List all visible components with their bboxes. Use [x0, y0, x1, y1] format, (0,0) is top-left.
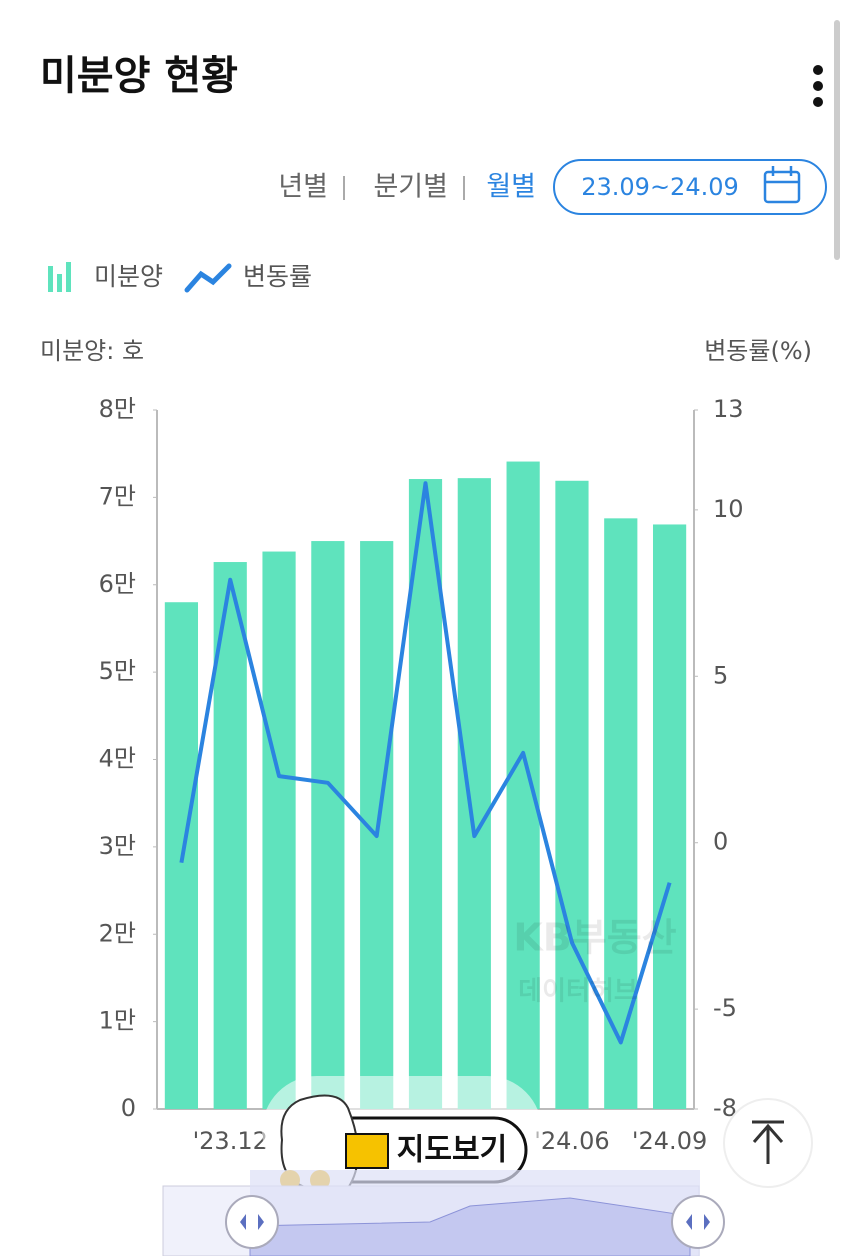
- y-tick-label: 4만: [99, 745, 136, 773]
- x-tick-label: '24.06: [534, 1127, 609, 1155]
- scroll-top-button[interactable]: [723, 1098, 813, 1188]
- legend-label: 변동률: [243, 262, 312, 291]
- legend-swatch: [57, 274, 62, 292]
- y2-tick-label: 13: [713, 395, 744, 423]
- y-tick-label: 1만: [99, 1007, 136, 1035]
- y2-tick-label: 10: [713, 495, 744, 523]
- x-tick-label: '23.12: [193, 1127, 268, 1155]
- y2-tick-label: -5: [713, 994, 737, 1022]
- y2-tick-label: -8: [713, 1094, 737, 1122]
- legend-swatch: [48, 266, 53, 292]
- more-menu[interactable]: [813, 65, 823, 107]
- bar: [506, 461, 540, 1109]
- bar: [457, 478, 491, 1110]
- legend: 미분양 변동률: [48, 262, 312, 293]
- y-tick-label: 0: [121, 1094, 136, 1122]
- tab-active[interactable]: 월별: [486, 172, 536, 203]
- y2-tick-label: 0: [713, 828, 728, 856]
- map-button-label: 지도보기: [397, 1133, 507, 1168]
- calendar-icon: [763, 166, 801, 204]
- bar: [652, 524, 687, 1109]
- y-tick-label: 8만: [99, 395, 136, 423]
- y-tick-label: 5만: [99, 657, 136, 685]
- bar: [311, 541, 345, 1109]
- map-button[interactable]: 지도보기: [280, 1094, 528, 1191]
- y-tick-label: 7만: [99, 482, 136, 510]
- y-tick-label: 2만: [99, 919, 136, 947]
- watermark: KB부동산: [513, 916, 676, 960]
- scrollbar: [834, 20, 840, 260]
- bar: [262, 551, 296, 1109]
- bar: [408, 479, 443, 1109]
- legend-swatch: [184, 263, 232, 293]
- page-title: 미분양 현황: [40, 53, 238, 99]
- date-range-button[interactable]: [553, 159, 827, 215]
- bar: [555, 480, 589, 1109]
- range-navigator[interactable]: [162, 1170, 725, 1256]
- date-range: 23.09~24.09: [581, 173, 739, 201]
- tab[interactable]: 년별: [278, 172, 328, 203]
- legend-label: 미분양: [94, 262, 163, 291]
- watermark: 데이터허브: [518, 977, 638, 1007]
- tab[interactable]: 분기별: [373, 172, 448, 203]
- y-tick-label: 6만: [99, 570, 136, 598]
- y2-axis-title: 변동률(%): [704, 337, 812, 365]
- legend-swatch: [66, 262, 71, 292]
- plot: 0 1만 2만 3만 4만 5만 6만 7만 8만 -8 -5 0 5 10 13 '23.12 '24.06 '…: [99, 395, 744, 1155]
- line: [179, 481, 672, 1045]
- y-tick-label: 3만: [99, 832, 136, 860]
- y-axis-title: 미분양: 호: [40, 337, 144, 365]
- y2-tick-label: 5: [713, 661, 728, 689]
- x-tick-label: '24.09: [632, 1127, 707, 1155]
